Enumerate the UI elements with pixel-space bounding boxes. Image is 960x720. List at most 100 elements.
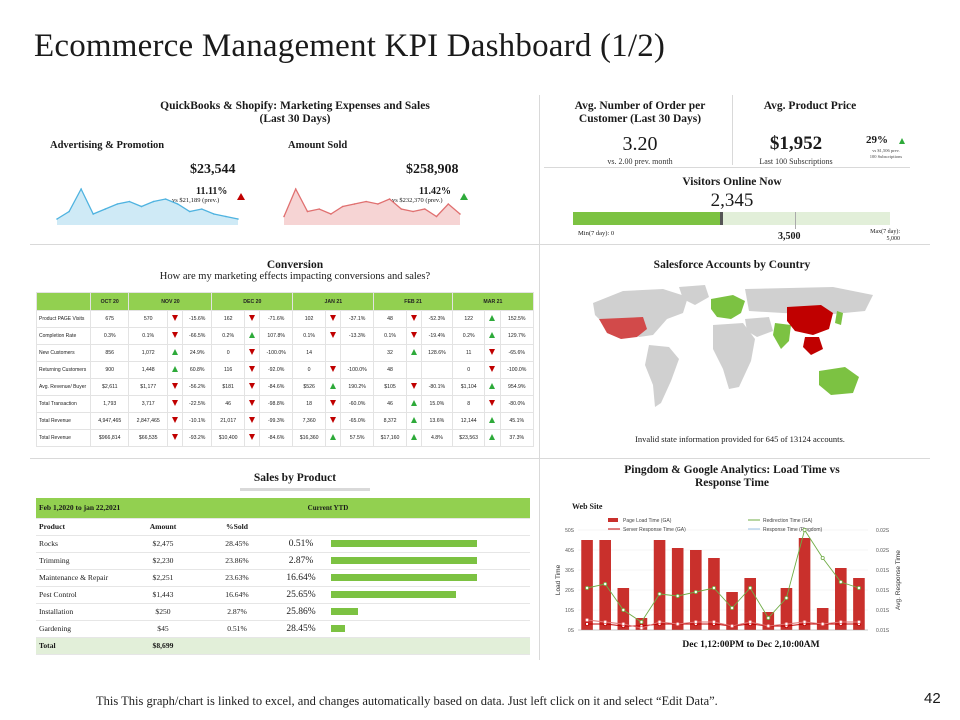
legend-entry: Page Load Time (GA) (623, 518, 672, 524)
map-europe (711, 295, 745, 319)
map-africa (713, 323, 755, 389)
ad-prev: vs $21,189 (prev.) (172, 197, 220, 204)
up-red-arrow-icon (237, 193, 245, 200)
ad-value: $23,544 (190, 162, 236, 177)
conversion-value: 4,947,465 (89, 412, 130, 430)
conversion-trend (166, 327, 184, 345)
conversion-trend (324, 327, 341, 345)
conversion-trend (324, 378, 341, 396)
up-arrow-icon (329, 383, 336, 389)
series-point (711, 586, 716, 591)
conversion-change: -19.4% (420, 327, 453, 345)
sold-value: $258,908 (406, 162, 459, 177)
sparkline-point (435, 215, 438, 218)
conversion-value: 0 (451, 361, 486, 379)
sparkline-point (412, 210, 414, 213)
series-point (838, 620, 843, 625)
sparkline-point (56, 218, 58, 220)
product-pct: 25.65% (274, 586, 328, 604)
conversion-row-label: Avg. Revenue/ Buyer (36, 378, 91, 396)
conversion-change: -84.6% (258, 378, 294, 396)
conversion-month: JAN 21 (292, 292, 375, 311)
sales-product-title: Sales by Product (253, 472, 337, 484)
legend-entry: Redirection Time (GA) (763, 518, 813, 524)
amount-sold-sparkline (283, 187, 461, 225)
total-empty (200, 637, 274, 655)
legend-entry: Server Response Time (GA) (623, 527, 686, 533)
conversion-value: 0 (292, 361, 326, 379)
series-point (784, 622, 789, 627)
product-amount: $250 (126, 603, 200, 621)
conversion-row: Completion Rate 0.3% 0.1% -66.5% 0.2% 107.8% 0… (36, 327, 535, 345)
sparkline-point (152, 200, 155, 203)
conversion-trend (324, 361, 341, 379)
conversion-month: FEB 21 (373, 292, 453, 311)
conversion-value: 7,360 (292, 412, 326, 430)
conversion-change: 60.8% (181, 361, 213, 379)
conversion-trend (166, 361, 184, 379)
conversion-trend (243, 361, 261, 379)
product-sold: 0.51% (200, 620, 274, 638)
y2-tick-label: 0.01S (876, 608, 890, 614)
product-name: Rocks (36, 535, 126, 553)
map-southeast-asia (803, 337, 823, 355)
conversion-change: -66.5% (181, 327, 213, 345)
conversion-change: 128.6% (420, 344, 453, 362)
conversion-change: 45.1% (499, 412, 535, 430)
map-middle-east (745, 317, 773, 337)
conversion-trend (405, 412, 422, 430)
divider (539, 95, 540, 660)
sparkline-point (377, 203, 379, 205)
sold-label: Amount Sold (288, 140, 348, 151)
conversion-change: -65.0% (339, 412, 375, 430)
sparkline-point (128, 200, 131, 203)
sparkline-point (447, 203, 450, 205)
y2-tick-label: 0.02S (876, 528, 890, 534)
product-sold: 2.87% (200, 603, 274, 621)
sparkline-point (176, 203, 179, 205)
avg-orders-sub: vs. 2.00 prev. month (607, 157, 673, 166)
product-row: Rocks $2,475 28.45% 0.51% (36, 535, 530, 553)
conversion-trend (484, 361, 501, 379)
down-arrow-icon (248, 366, 255, 372)
conversion-row: Avg. Revenue/ Buyer $2,611 $1,177 -56.2% $18… (36, 378, 535, 396)
conversion-trend (484, 327, 501, 345)
y-tick-label: 50S (565, 528, 575, 534)
product-bar-cell (328, 603, 530, 621)
conversion-change: -10.1% (181, 412, 213, 430)
y2-tick-label: 0.01S (876, 588, 890, 594)
conversion-change: 15.0% (420, 395, 453, 413)
conversion-value: 102 (292, 310, 326, 328)
conversion-trend (324, 344, 341, 362)
product-sold: 23.63% (200, 569, 274, 587)
series-point (675, 622, 680, 627)
series-point (802, 527, 807, 532)
conversion-change (339, 344, 375, 362)
conversion-value: 0.2% (451, 327, 486, 345)
load-time-bar (853, 578, 865, 630)
visitors-gauge-target (794, 212, 796, 229)
conversion-value: $105 (373, 378, 407, 396)
conversion-trend (324, 395, 341, 413)
y2-tick-label: 0.01S (876, 628, 890, 634)
y2-tick-label: 0.02S (876, 548, 890, 554)
conversion-change: 24.9% (181, 344, 213, 362)
conversion-row: Product PAGE Visits 675 570 -15.6% 162 -71.6%… (36, 310, 535, 328)
conversion-change: -99.3% (258, 412, 294, 430)
total-value: $8,699 (126, 637, 200, 655)
up-arrow-icon (329, 434, 336, 440)
product-pct: 25.86% (274, 603, 328, 621)
product-bar-cell (328, 535, 530, 553)
load-time-bar (798, 538, 811, 630)
conversion-value: 32 (373, 344, 407, 362)
conversion-value: 0 (211, 344, 245, 362)
product-bar (331, 574, 477, 581)
conversion-month: OCT 20 (89, 292, 130, 311)
conversion-value: 0.2% (211, 327, 245, 345)
visitors-max-label: Max(7 day): (870, 229, 900, 235)
conversion-value: $966,814 (89, 429, 130, 447)
conversion-change: -52.3% (420, 310, 453, 328)
sparkline-point (104, 208, 107, 210)
visitors-max: Max(7 day): 5,000 (858, 229, 900, 243)
conversion-table: OCT 20 NOV 20 DEC 20 JAN 21 FEB 21 MAR 21 Pro… (36, 292, 535, 447)
